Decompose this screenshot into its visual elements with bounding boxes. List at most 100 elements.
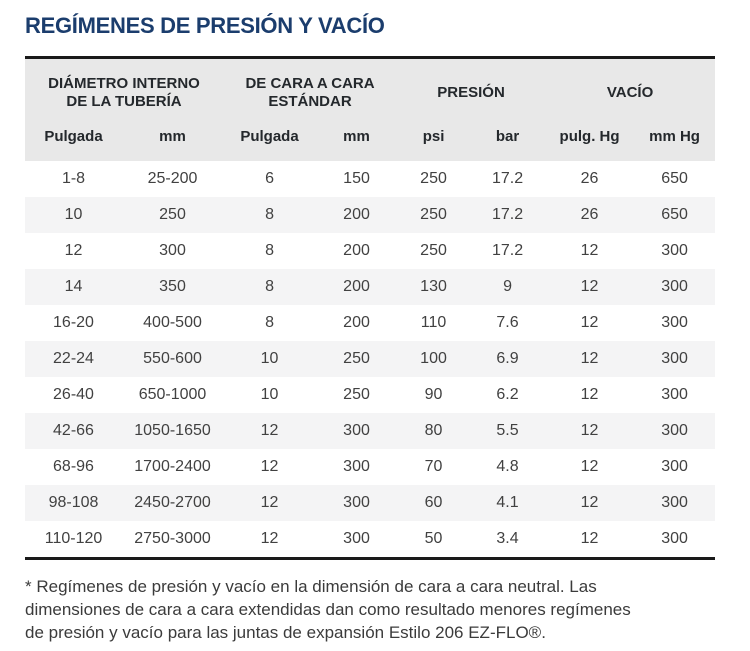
cell: 12 — [545, 233, 635, 269]
cell: 6 — [223, 161, 317, 197]
cell: 2450-2700 — [122, 485, 224, 521]
column-group-label: ESTÁNDAR — [268, 93, 352, 110]
cell: 7.6 — [470, 305, 546, 341]
column-header-pulgada-cara: Pulgada — [223, 119, 317, 161]
cell: 300 — [316, 449, 398, 485]
cell: 2750-3000 — [122, 521, 224, 557]
cell: 400-500 — [122, 305, 224, 341]
cell: 100 — [397, 341, 471, 377]
cell: 110 — [397, 305, 471, 341]
cell: 150 — [316, 161, 398, 197]
column-group-label: PRESIÓN — [437, 84, 505, 101]
column-group-label: DE LA TUBERÍA — [66, 93, 182, 110]
column-group-presion: PRESIÓN — [397, 59, 546, 119]
table-body: 1-8 25-200 6 150 250 17.2 26 650 10 250 8 200 250 17.… — [25, 161, 716, 557]
table-row: 22-24 550-600 10 250 100 6.9 12 300 — [25, 341, 716, 377]
column-header-mm-cara: mm — [316, 119, 398, 161]
cell: 250 — [397, 233, 471, 269]
cell: 17.2 — [470, 233, 546, 269]
cell: 300 — [634, 341, 716, 377]
cell: 12 — [545, 377, 635, 413]
column-header-bar: bar — [470, 119, 546, 161]
cell: 200 — [316, 269, 398, 305]
cell: 110-120 — [25, 521, 122, 557]
column-header-mm-hg: mm Hg — [634, 119, 716, 161]
cell: 14 — [25, 269, 122, 305]
cell: 17.2 — [470, 161, 546, 197]
table-row: 68-96 1700-2400 12 300 70 4.8 12 300 — [25, 449, 716, 485]
cell: 650 — [634, 161, 716, 197]
table-row: 16-20 400-500 8 200 110 7.6 12 300 — [25, 305, 716, 341]
table-row: 110-120 2750-3000 12 300 50 3.4 12 300 — [25, 521, 716, 557]
cell: 650 — [634, 197, 716, 233]
cell: 350 — [122, 269, 224, 305]
cell: 1050-1650 — [122, 413, 224, 449]
cell: 12 — [223, 413, 317, 449]
cell: 8 — [223, 197, 317, 233]
cell: 26 — [545, 197, 635, 233]
cell: 6.9 — [470, 341, 546, 377]
cell: 50 — [397, 521, 471, 557]
cell: 8 — [223, 305, 317, 341]
cell: 300 — [634, 377, 716, 413]
cell: 300 — [122, 233, 224, 269]
footnote-line: de presión y vacío para las juntas de ex… — [25, 623, 546, 642]
footnote-line: dimensiones de cara a cara extendidas da… — [25, 600, 631, 619]
cell: 250 — [316, 377, 398, 413]
cell: 200 — [316, 305, 398, 341]
cell: 12 — [223, 449, 317, 485]
footnote-line: * Regímenes de presión y vacío en la dim… — [25, 577, 597, 596]
column-header-mm-tuberia: mm — [122, 119, 224, 161]
cell: 12 — [545, 521, 635, 557]
cell: 10 — [223, 341, 317, 377]
page-title: REGÍMENES DE PRESIÓN Y VACÍO — [25, 13, 385, 38]
cell: 42-66 — [25, 413, 122, 449]
cell: 130 — [397, 269, 471, 305]
footnote: * Regímenes de presión y vacío en la dim… — [25, 575, 715, 644]
cell: 22-24 — [25, 341, 122, 377]
cell: 3.4 — [470, 521, 546, 557]
table-row: 12 300 8 200 250 17.2 12 300 — [25, 233, 716, 269]
cell: 26 — [545, 161, 635, 197]
cell: 9 — [470, 269, 546, 305]
cell: 12 — [545, 305, 635, 341]
cell: 60 — [397, 485, 471, 521]
cell: 12 — [545, 485, 635, 521]
cell: 6.2 — [470, 377, 546, 413]
column-header-pulgada-tuberia: Pulgada — [25, 119, 122, 161]
cell: 1-8 — [25, 161, 122, 197]
cell: 90 — [397, 377, 471, 413]
cell: 26-40 — [25, 377, 122, 413]
cell: 650-1000 — [122, 377, 224, 413]
column-group-label: VACÍO — [606, 84, 654, 101]
cell: 300 — [316, 521, 398, 557]
cell: 5.5 — [470, 413, 546, 449]
cell: 250 — [122, 197, 224, 233]
pressure-vacuum-table: DIÁMETRO INTERNO DE LA TUBERÍA DE CARA A… — [25, 59, 716, 557]
cell: 300 — [634, 233, 716, 269]
column-group-vacio: VACÍO — [545, 59, 716, 119]
column-unit-row: Pulgada mm Pulgada mm psi bar pulg. Hg m… — [25, 119, 716, 161]
cell: 12 — [545, 341, 635, 377]
table-row: 14 350 8 200 130 9 12 300 — [25, 269, 716, 305]
cell: 300 — [634, 305, 716, 341]
column-group-diametro-interno: DIÁMETRO INTERNO DE LA TUBERÍA — [25, 59, 224, 119]
table-row: 98-108 2450-2700 12 300 60 4.1 12 300 — [25, 485, 716, 521]
column-header-psi: psi — [397, 119, 471, 161]
cell: 68-96 — [25, 449, 122, 485]
cell: 12 — [25, 233, 122, 269]
cell: 300 — [634, 485, 716, 521]
cell: 12 — [545, 269, 635, 305]
cell: 12 — [223, 521, 317, 557]
cell: 70 — [397, 449, 471, 485]
cell: 4.1 — [470, 485, 546, 521]
cell: 12 — [545, 413, 635, 449]
cell: 200 — [316, 197, 398, 233]
cell: 8 — [223, 233, 317, 269]
cell: 4.8 — [470, 449, 546, 485]
cell: 300 — [634, 269, 716, 305]
cell: 98-108 — [25, 485, 122, 521]
column-header-pulg-hg: pulg. Hg — [545, 119, 635, 161]
cell: 1700-2400 — [122, 449, 224, 485]
cell: 10 — [25, 197, 122, 233]
